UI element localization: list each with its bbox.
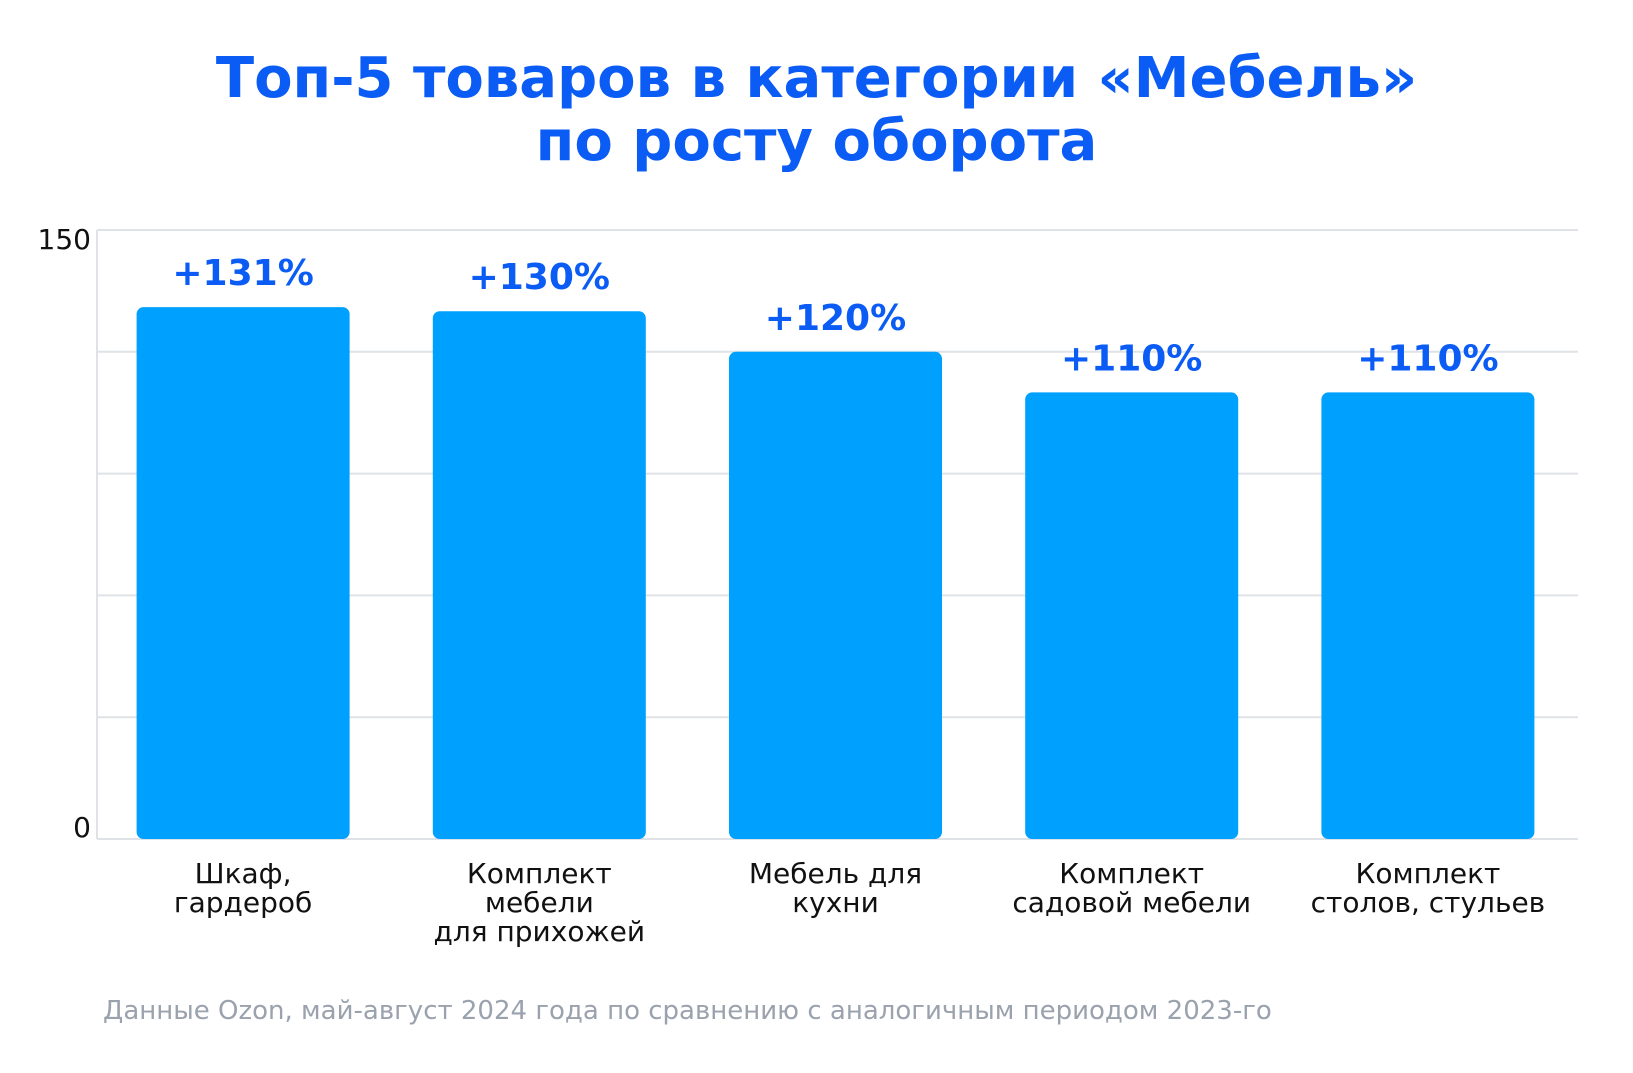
x-tick-label: Комплект столов, стульев: [1311, 857, 1546, 919]
x-tick-label-line: Комплект: [467, 857, 612, 890]
x-tick-label-line: мебели: [485, 886, 594, 919]
chart-title: Топ-5 товаров в категории «Мебель» по ро…: [0, 46, 1633, 174]
chart-title-line-1: Топ-5 товаров в категории «Мебель»: [215, 46, 1418, 111]
x-tick-label-line: столов, стульев: [1311, 886, 1546, 919]
x-tick-label: Мебель для кухни: [749, 857, 922, 919]
source-note: Данные Ozon, май-август 2024 года по сра…: [103, 996, 1272, 1026]
bar: [1321, 392, 1535, 839]
x-tick-label: Комплект мебели для прихожей: [433, 857, 645, 948]
bar: [432, 311, 646, 839]
x-tick-label-line: Шкаф,: [195, 857, 292, 890]
bar: [1025, 392, 1239, 839]
x-tick-label-line: Комплект: [1059, 857, 1204, 890]
chart-title-line-2: по росту оборота: [535, 108, 1098, 174]
data-label: +110%: [1357, 338, 1498, 379]
data-label: +120%: [765, 298, 906, 339]
data-label: +130%: [469, 257, 610, 298]
x-tick-label: Шкаф, гардероб: [174, 857, 312, 919]
x-tick-label-line: гардероб: [174, 886, 312, 919]
x-tick-label-line: садовой мебели: [1012, 886, 1251, 919]
x-tick-label-line: для прихожей: [433, 915, 645, 948]
x-tick-label: Комплект садовой мебели: [1012, 857, 1251, 919]
data-label: +110%: [1061, 338, 1202, 379]
x-tick-label-line: кухни: [792, 886, 879, 919]
y-tick-label: 150: [38, 223, 91, 256]
data-label: +131%: [172, 253, 313, 294]
bar: [729, 351, 942, 839]
x-tick-label-line: Мебель для: [749, 857, 922, 890]
x-tick-label-line: Комплект: [1356, 857, 1501, 890]
bar: [136, 307, 350, 839]
y-tick-label: 0: [73, 811, 91, 844]
